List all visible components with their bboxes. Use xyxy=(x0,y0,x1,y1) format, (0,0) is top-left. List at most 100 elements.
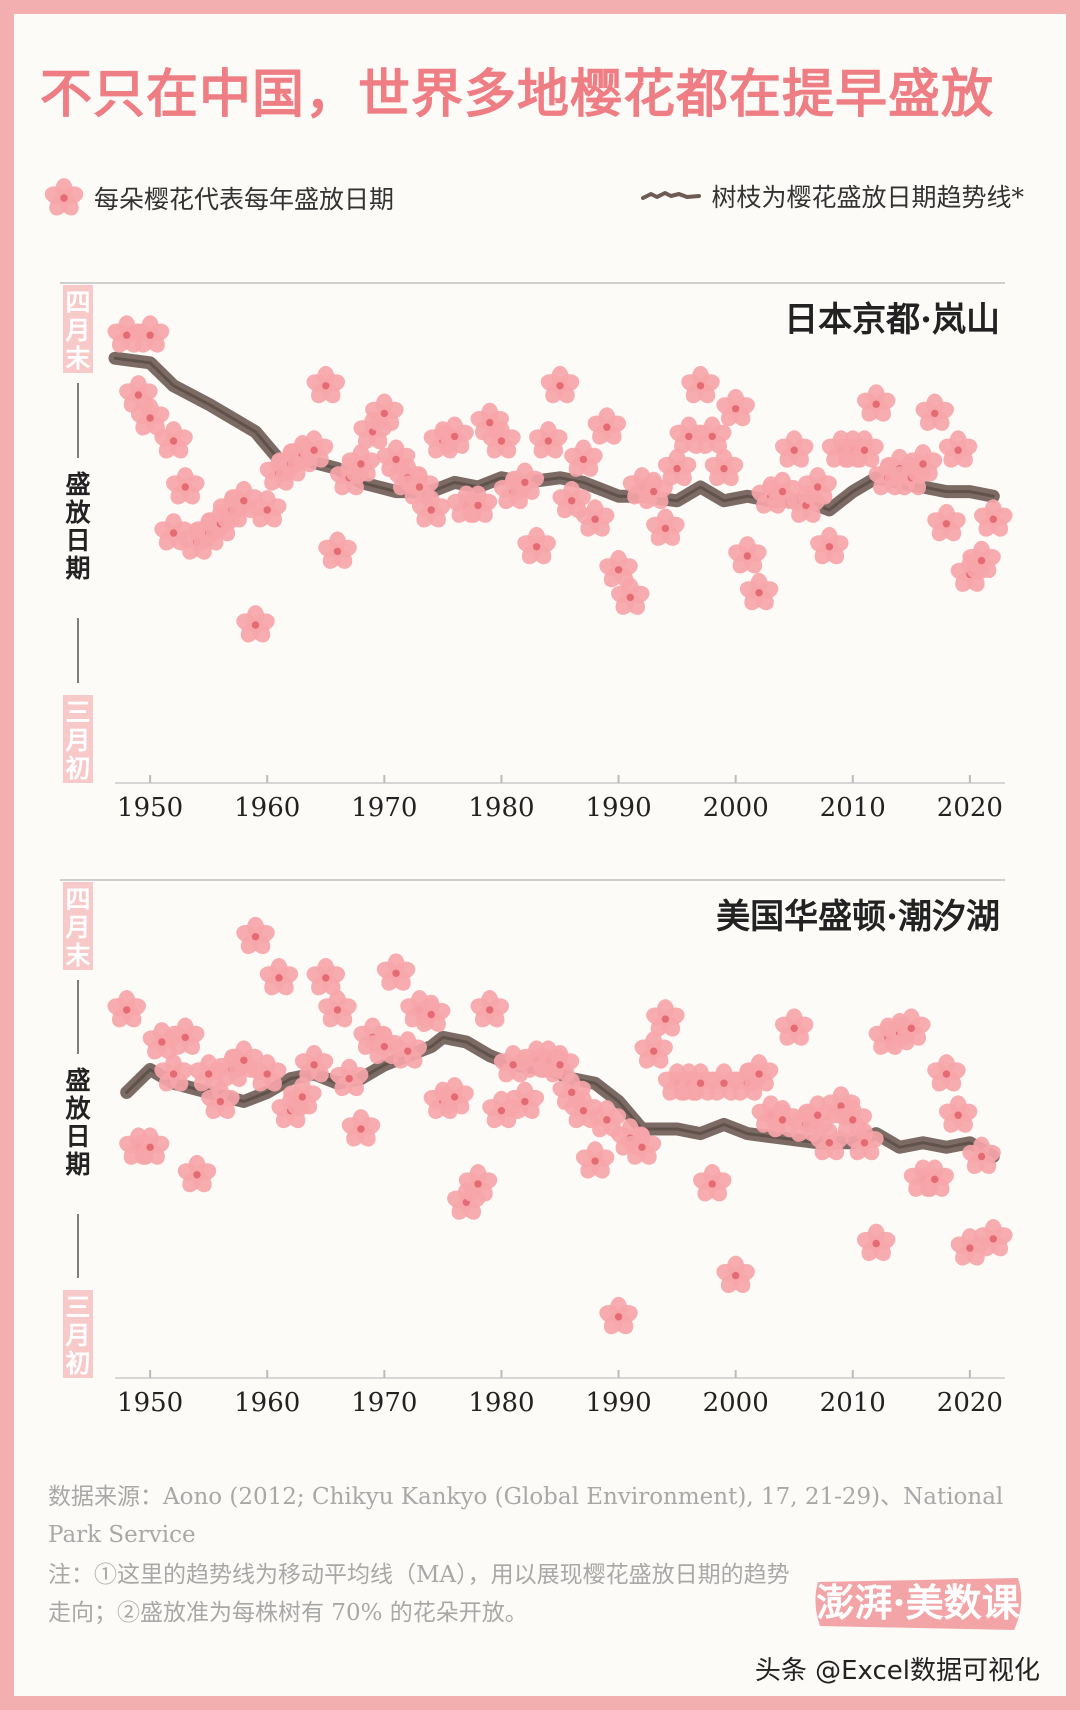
blossom-point xyxy=(236,605,275,643)
blossom-point xyxy=(575,499,615,537)
y-axis-label: 盛放日期 xyxy=(64,470,91,583)
blossom-point xyxy=(154,421,193,459)
blossom-icon xyxy=(44,178,84,216)
x-tick-label: 1960 xyxy=(234,1388,300,1418)
blossom-point xyxy=(365,393,404,431)
blossom-point xyxy=(856,1223,896,1261)
legend-blossom-mark xyxy=(44,178,84,216)
blossom-point xyxy=(845,1122,884,1161)
blossom-point xyxy=(411,490,451,528)
blossom-point xyxy=(856,384,896,422)
y-bottom-label: 三月初 xyxy=(64,1293,90,1378)
blossom-point xyxy=(552,480,591,519)
blossom-point xyxy=(517,526,556,565)
data-source: 数据来源：Aono (2012; Chikyu Kankyo (Global E… xyxy=(48,1484,1004,1548)
blossom-point xyxy=(903,444,943,482)
blossom-point xyxy=(927,1054,966,1092)
blossom-point xyxy=(435,1077,474,1115)
x-tick-label: 1950 xyxy=(117,793,183,823)
blossom-point xyxy=(798,467,837,505)
blossom-point xyxy=(248,1054,287,1092)
blossom-point xyxy=(634,1031,673,1069)
blossom-point xyxy=(259,957,299,996)
blossom-point xyxy=(962,1136,1001,1174)
blossom-point xyxy=(938,1095,978,1133)
watermark: 头条 @Excel数据可视化 xyxy=(754,1656,1040,1686)
blossom-point xyxy=(646,999,685,1037)
blossom-point xyxy=(681,365,720,404)
trend-branch-core xyxy=(113,356,995,512)
x-tick-label: 1990 xyxy=(585,1388,651,1418)
x-tick-label: 2020 xyxy=(937,1388,1003,1418)
legend-trend-label: 树枝为樱花盛放日期趋势线* xyxy=(711,183,1024,212)
x-tick-label: 1980 xyxy=(468,1388,534,1418)
blossom-point xyxy=(365,1026,404,1065)
blossom-point xyxy=(540,1044,580,1083)
blossom-point xyxy=(505,462,545,500)
blossom-point xyxy=(739,572,779,611)
x-tick-label: 2000 xyxy=(703,1388,769,1418)
blossom-point xyxy=(845,430,884,468)
x-tick-label: 2010 xyxy=(820,793,886,823)
blossom-point xyxy=(294,1044,334,1083)
blossom-point xyxy=(962,540,1001,579)
blossom-point xyxy=(166,467,205,505)
legend-trend: 树枝为樱花盛放日期趋势线* xyxy=(641,178,1024,214)
blossom-point xyxy=(376,953,416,991)
blossom-point xyxy=(774,430,814,468)
blossom-point xyxy=(318,990,357,1028)
blossom-point xyxy=(622,1127,662,1165)
blossom-point xyxy=(341,444,381,482)
blossom-point xyxy=(411,994,451,1032)
blossom-point xyxy=(564,439,603,477)
x-tick-label: 1960 xyxy=(234,793,300,823)
legend-flower: 每朵樱花代表每年盛放日期 xyxy=(44,178,394,218)
blossom-point xyxy=(915,1159,954,1197)
blossom-point xyxy=(575,1141,615,1179)
blossom-point xyxy=(540,365,580,404)
y-top-label: 四月末 xyxy=(64,885,90,970)
blossom-point xyxy=(634,471,673,510)
legend-flower-label: 每朵樱花代表每年盛放日期 xyxy=(94,185,395,214)
x-tick-label: 1970 xyxy=(351,793,417,823)
blossom-point xyxy=(458,1164,498,1202)
blossom-point xyxy=(306,365,346,404)
blossom-point xyxy=(599,549,638,588)
blossom-point xyxy=(704,448,744,487)
y-top-label: 四月末 xyxy=(64,288,90,373)
blossom-point xyxy=(388,1031,427,1069)
logo-text: 澎湃·美数课 xyxy=(816,1580,1020,1625)
y-bottom-label-bg xyxy=(63,1290,93,1378)
x-tick-label: 2020 xyxy=(937,793,1003,823)
blossom-point xyxy=(435,416,474,454)
blossom-point xyxy=(283,1077,322,1115)
blossom-point xyxy=(154,1054,193,1092)
blossom-point xyxy=(774,1008,814,1046)
blossom-point xyxy=(587,407,627,445)
blossom-point xyxy=(318,531,357,569)
blossom-point xyxy=(458,485,498,523)
branch-icon xyxy=(641,191,702,200)
blossom-point xyxy=(611,577,650,615)
panel-title: 美国华盛顿·潮汐湖 xyxy=(716,897,1000,937)
blossom-point xyxy=(892,1008,931,1046)
page-title: 不只在中国，世界多地樱花都在提早盛放 xyxy=(40,64,995,125)
blossom-point xyxy=(470,990,509,1028)
blossom-point xyxy=(927,503,966,542)
blossom-point xyxy=(716,1255,755,1294)
y-bottom-label: 三月初 xyxy=(64,698,90,783)
blossom-point xyxy=(646,508,685,546)
blossom-point xyxy=(739,1054,779,1092)
blossom-point xyxy=(236,916,275,955)
blossom-point xyxy=(599,1296,638,1335)
x-tick-label: 1980 xyxy=(468,793,534,823)
y-bottom-label-bg xyxy=(63,695,93,783)
footnote: 注：①这里的趋势线为移动平均线（MA），用以展现樱花盛放日期的趋势走向；②盛放准… xyxy=(48,1562,790,1626)
blossom-point xyxy=(974,1219,1013,1257)
blossom-point xyxy=(177,1154,217,1193)
x-tick-label: 1970 xyxy=(351,1388,417,1418)
x-tick-label: 1990 xyxy=(585,793,651,823)
blossom-point xyxy=(915,393,954,431)
